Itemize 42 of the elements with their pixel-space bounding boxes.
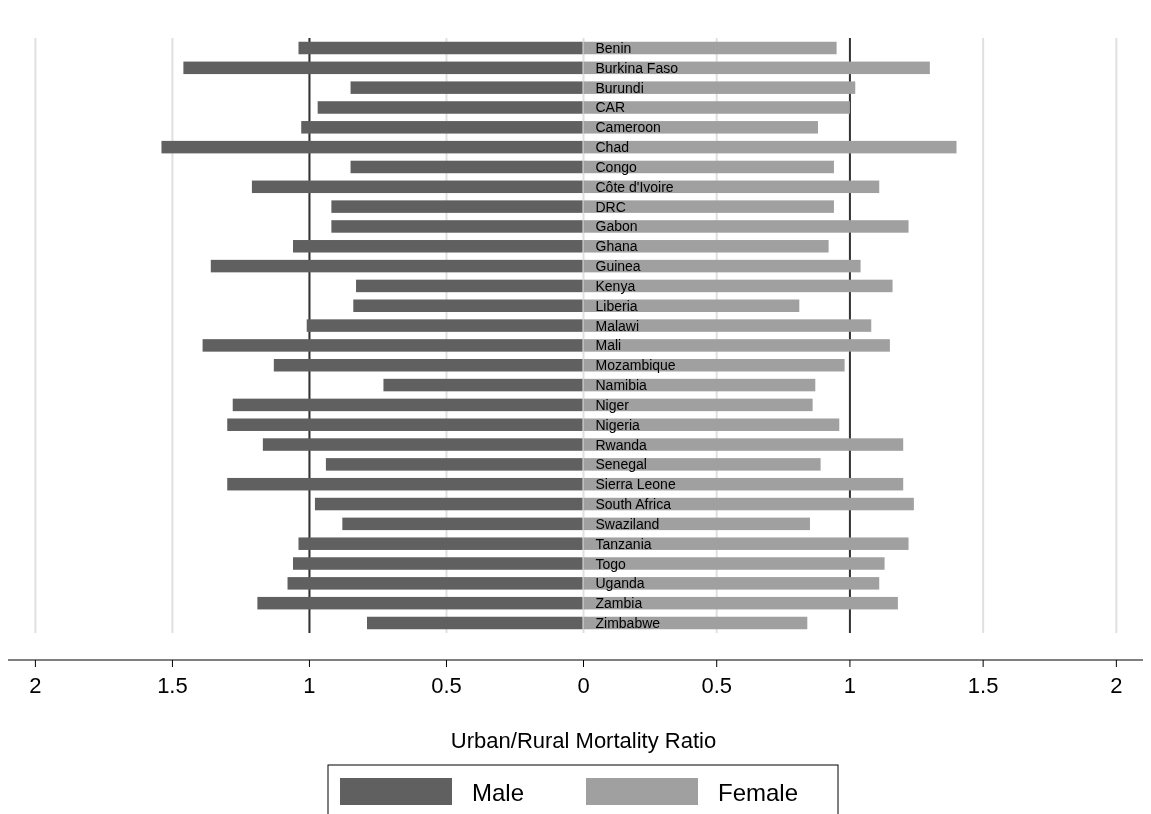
x-tick-label: 1 [303, 673, 316, 698]
legend-label: Female [718, 779, 799, 806]
y-tick-label: Nigeria [595, 416, 641, 433]
y-tick-label: Ghana [595, 238, 638, 255]
y-tick-label: Swaziland [595, 515, 660, 532]
y-tick-label: Mozambique [595, 357, 676, 374]
y-tick-label: Sierra Leone [595, 476, 676, 493]
y-tick-label: CAR [595, 99, 626, 116]
x-tick-label: 0.5 [431, 673, 462, 698]
y-tick-label: Benin [595, 40, 632, 56]
y-tick-label: Togo [595, 555, 627, 572]
y-tick-label: Zimbabwe [595, 615, 661, 631]
x-axis-title: Urban/Rural Mortality Ratio [450, 728, 717, 753]
x-tick-label: 1.5 [157, 673, 188, 698]
y-tick-label: Burkina Faso [595, 59, 679, 76]
x-tick-label: 2 [29, 673, 42, 698]
x-tick-label: 0 [577, 673, 590, 698]
x-tick-label: 2 [1110, 673, 1123, 698]
y-tick-label: Burundi [595, 79, 644, 96]
y-tick-label: Uganda [595, 575, 645, 592]
y-tick-label: Namibia [595, 377, 648, 394]
y-tick-label: Kenya [595, 277, 636, 294]
y-tick-label: Côte d'Ivoire [595, 178, 674, 195]
y-tick-label: Senegal [595, 456, 647, 473]
y-tick-label: Tanzania [595, 535, 652, 552]
x-tick-label: 1.5 [967, 673, 999, 698]
y-tick-label: Guinea [595, 258, 641, 275]
y-tick-label: Zambia [595, 595, 643, 612]
y-tick-label: Gabon [595, 218, 638, 235]
y-tick-label: South Africa [595, 496, 672, 513]
y-tick-label: Niger [595, 396, 630, 413]
x-tick-label: 1 [843, 673, 857, 698]
y-tick-label: Rwanda [595, 436, 648, 453]
y-tick-label: Liberia [595, 297, 638, 314]
y-tick-label: DRC [595, 198, 626, 215]
y-tick-label: Chad [595, 139, 629, 156]
y-tick-label: Congo [595, 158, 637, 175]
y-tick-label: Malawi [595, 317, 640, 334]
x-tick-label: 0.5 [701, 673, 733, 698]
y-tick-label: Mali [595, 337, 622, 354]
legend-label: Male [472, 779, 525, 806]
y-tick-label: Cameroon [595, 119, 661, 136]
